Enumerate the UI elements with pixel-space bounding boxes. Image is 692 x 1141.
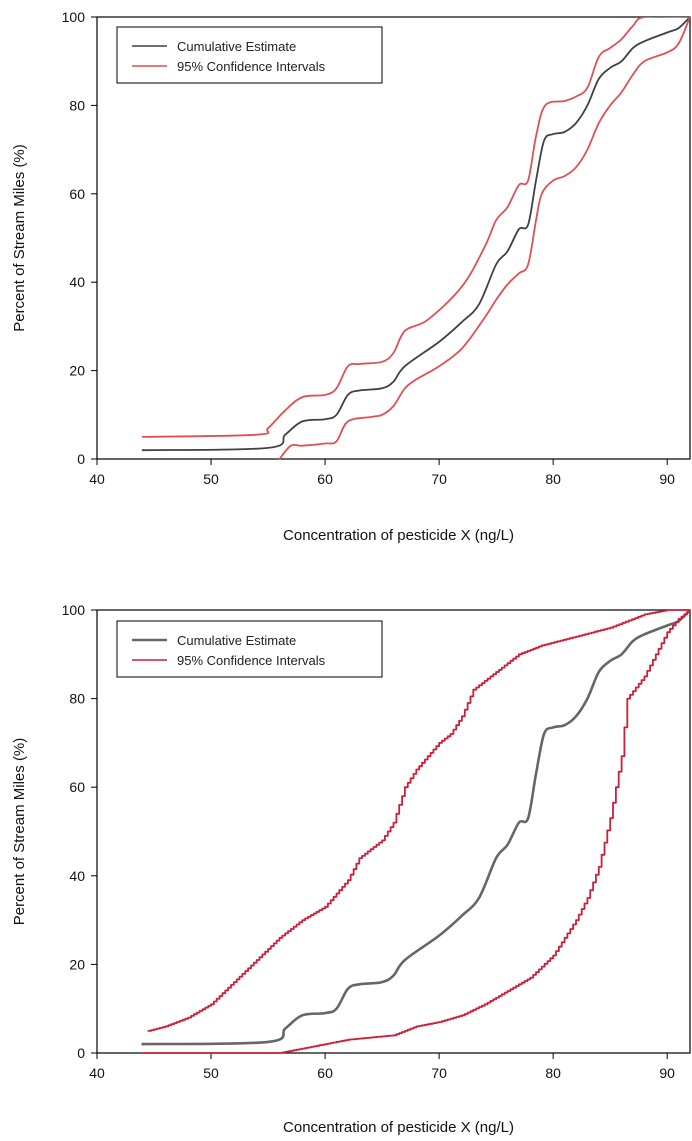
- top-series-ci-b-line: [278, 17, 690, 460]
- top-series-ci-a-line: [141, 17, 690, 438]
- bottom-y-tick-label: 100: [62, 602, 86, 618]
- bottom-series-ci-a-line: [141, 610, 690, 1054]
- top-y-tick-label: 0: [77, 451, 85, 467]
- top-x-tick-label: 70: [431, 471, 447, 487]
- top-y-tick-label: 100: [62, 9, 86, 25]
- top-legend-label: Cumulative Estimate: [177, 39, 296, 54]
- bottom-x-tick-label: 60: [317, 1065, 333, 1081]
- bottom-plot-frame: [96, 609, 691, 1054]
- top-legend-box: [116, 26, 383, 84]
- top-x-tick-label: 80: [545, 471, 561, 487]
- top-plot-frame: [96, 16, 691, 460]
- top-y-tick-label: 40: [69, 274, 85, 290]
- bottom-y-tick-label: 80: [69, 691, 85, 707]
- top-y-tick-label: 20: [69, 363, 85, 379]
- bottom-x-tick-label: 40: [89, 1065, 105, 1081]
- bottom-x-tick-label: 80: [545, 1065, 561, 1081]
- bottom-y-tick-label: 60: [69, 779, 85, 795]
- bottom-x-axis-title: Concentration of pesticide X (ng/L): [283, 1119, 514, 1136]
- bottom-y-axis-title: Percent of Stream Miles (%): [11, 738, 28, 926]
- bottom-y-tick-label: 40: [69, 868, 85, 884]
- top-y-axis-title: Percent of Stream Miles (%): [11, 144, 28, 332]
- chart-bottom-svg: 40 50 60 70 80 90 0 20 40 60 80 100 Concentration of…: [11, 602, 691, 1136]
- top-series-cumulative-estimate-line: [141, 17, 690, 452]
- bottom-x-tick-label: 70: [431, 1065, 447, 1081]
- bottom-series-ci-b-line: [147, 610, 690, 1032]
- chart-top-svg: 40 50 60 70 80 90 0 20 40 60 80 100 Concentration of…: [11, 9, 691, 544]
- chart-top: 40 50 60 70 80 90 0 20 40 60 80 100 Concentration of…: [0, 0, 692, 560]
- bottom-x-tick-label: 90: [659, 1065, 675, 1081]
- top-y-tick-label: 80: [69, 97, 85, 113]
- bottom-legend-label: 95% Confidence Intervals: [177, 653, 326, 668]
- bottom-series-cumulative-estimate-line: [141, 610, 690, 1046]
- bottom-y-tick-label: 0: [77, 1045, 85, 1061]
- bottom-legend-box: [116, 620, 383, 678]
- chart-bottom: 40 50 60 70 80 90 0 20 40 60 80 100 Concentration of…: [0, 590, 692, 1141]
- bottom-x-tick-label: 50: [203, 1065, 219, 1081]
- bottom-y-tick-label: 20: [69, 956, 85, 972]
- top-y-tick-label: 60: [69, 186, 85, 202]
- top-x-tick-label: 60: [317, 471, 333, 487]
- top-x-tick-label: 50: [203, 471, 219, 487]
- bottom-legend-label: Cumulative Estimate: [177, 633, 296, 648]
- top-x-tick-label: 40: [89, 471, 105, 487]
- top-x-axis-title: Concentration of pesticide X (ng/L): [283, 527, 514, 544]
- top-legend-label: 95% Confidence Intervals: [177, 59, 326, 74]
- top-x-tick-label: 90: [659, 471, 675, 487]
